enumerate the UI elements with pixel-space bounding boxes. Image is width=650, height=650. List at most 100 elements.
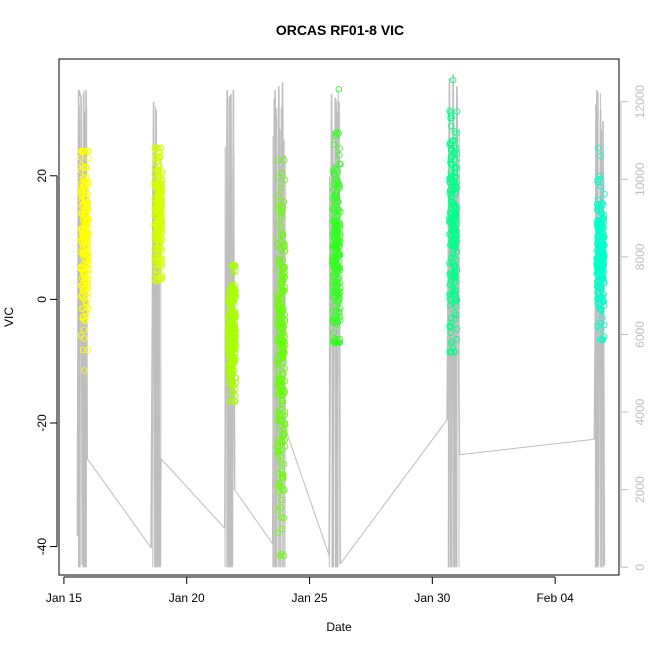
vic-point [80,326,88,334]
vic-point [599,215,607,222]
vic-point [274,409,282,416]
vic-point [597,305,605,312]
vic-point [153,221,161,228]
vic-point [81,147,88,155]
vic-point [81,177,88,184]
vic-point [84,293,91,300]
vic-point [333,222,341,230]
vic-point [78,192,85,199]
vic-point [447,171,455,179]
vic-point [599,336,607,343]
vic-point [335,258,343,265]
vic-point [334,267,342,275]
vic-point [274,438,282,445]
vic-point [598,183,605,191]
y2-tick-label: 2000 [633,476,647,503]
vic-point [451,298,458,305]
vic-point [85,155,92,162]
altitude-trace-3 [271,82,286,566]
vic-point [227,325,235,332]
vic-point [331,245,339,252]
vic-point [277,210,284,217]
vic-point [82,163,90,170]
vic-point [155,153,163,161]
vic-point [229,379,236,386]
vic-point [599,264,606,272]
vic-point [151,195,159,202]
vic-point [157,177,165,184]
vic-point [158,263,165,270]
vic-point [230,356,238,363]
vic-point [336,145,344,152]
vic-point [331,194,338,201]
vic-point [600,333,608,340]
vic-point [277,223,284,230]
vic-point [448,199,456,207]
altitude-traces [76,74,606,568]
vic-point [337,237,344,245]
vic-point [228,362,236,370]
vic-point [281,443,289,450]
vic-point [450,309,458,317]
vic-point [448,269,455,277]
vic-point [278,496,285,504]
vic-point [81,182,89,189]
vic-point [449,243,457,250]
vic-points [77,76,608,560]
vic-point [280,514,288,522]
vic-point [278,514,285,521]
chart-title: ORCAS RF01-8 VIC [276,22,404,38]
vic-point [597,172,604,179]
vic-point [278,208,286,215]
vic-point [453,325,461,333]
vic-point [337,161,344,168]
vic-point [595,222,603,230]
vic-point [231,281,239,289]
vic-point [335,265,342,273]
x-tick-label: Jan 20 [169,591,205,605]
x-tick-label: Jan 30 [414,591,450,605]
vic-point [336,280,344,287]
vic-point [274,381,281,389]
vic-point [277,421,284,429]
vic-point [226,308,233,316]
vic-point [447,159,454,166]
vic-point [153,277,160,285]
vic-point [85,305,92,313]
vic-point [447,112,455,120]
vic-point [446,190,454,197]
vic-point [335,129,342,137]
x-tick-label: Feb 04 [536,591,574,605]
vic-point [593,270,601,278]
vic-point [275,488,283,496]
vic-point [598,200,605,208]
vic-point [447,186,454,194]
vic-point [226,389,234,397]
vic-point [84,346,92,354]
vic-point [278,300,286,308]
vic-point [85,266,92,274]
vic-point [158,255,166,262]
vic-point [278,169,286,177]
vic-point [336,223,344,231]
vic-point [600,268,607,276]
vic-point [281,247,289,255]
vic-point [598,283,605,291]
vic-point [152,184,160,191]
y-tick-label: -20 [35,414,49,432]
altitude-trace-4 [328,93,341,566]
vic-point [332,283,339,290]
vic-point [596,278,603,285]
vic-point [447,109,454,117]
vic-point [77,167,85,174]
vic-point [334,263,342,270]
vic-point [600,277,608,285]
vic-point [84,289,92,297]
vic-point [332,130,340,137]
vic-point [84,230,92,237]
vic-point [596,306,604,313]
vic-point [279,397,286,405]
y2-tick-label: 10000 [633,162,647,196]
vic-point [600,211,608,219]
vic-point [332,180,339,187]
